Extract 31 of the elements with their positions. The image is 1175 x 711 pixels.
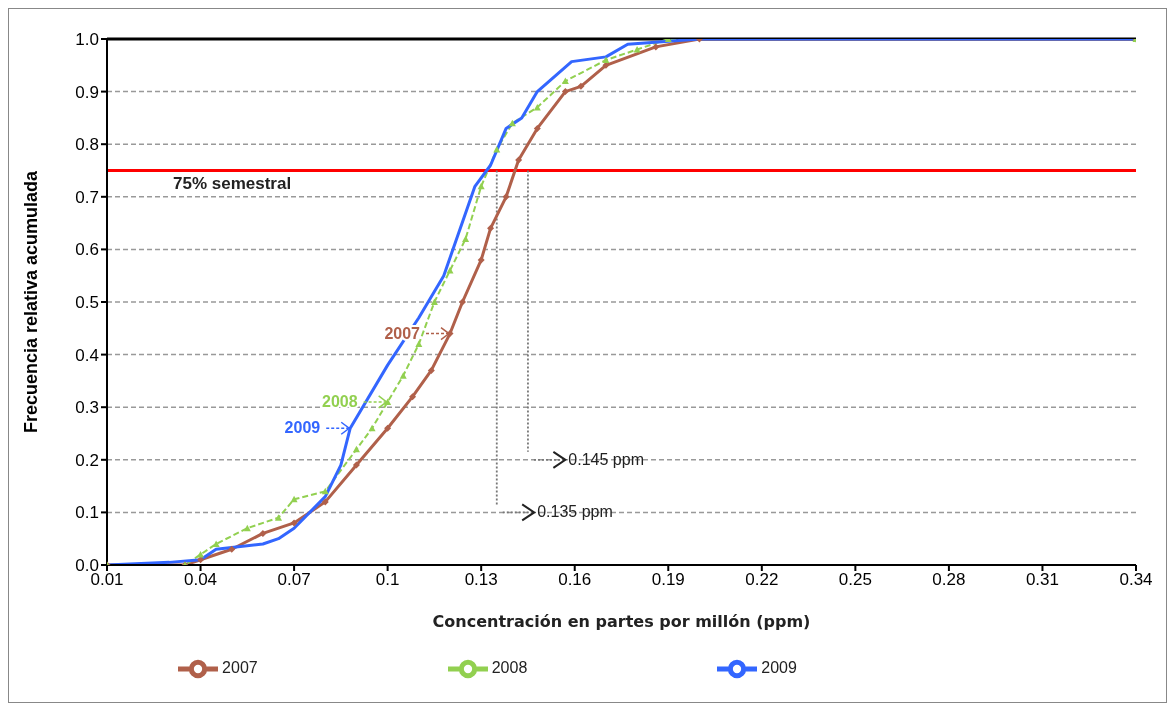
- x-tick-label: 0.25: [838, 570, 872, 590]
- x-tick-label: 0.13: [464, 570, 498, 590]
- x-tick-label: 0.19: [651, 570, 685, 590]
- x-tick-label: 0.07: [277, 570, 311, 590]
- ref-line-label: 0.135 ppm: [537, 503, 613, 521]
- y-tick-label: 0.6: [75, 240, 99, 260]
- ref-line-label: 0.145 ppm: [568, 450, 644, 468]
- x-tick-label: 0.22: [745, 570, 779, 590]
- x-axis-title: Concentración en partes por millón (ppm): [432, 612, 811, 631]
- x-tick-label: 0.28: [932, 570, 966, 590]
- y-tick-label: 0.7: [75, 187, 99, 207]
- legend-label: 2008: [491, 659, 528, 677]
- legend-label: 2007: [222, 659, 258, 677]
- x-tick-label: 0.1: [375, 570, 400, 590]
- y-tick-label: 0.3: [75, 398, 99, 418]
- annotation: 2009: [284, 419, 321, 437]
- legend-label: 2009: [761, 659, 797, 677]
- y-tick-label: 0.8: [75, 135, 99, 155]
- y-tick-label: 0.2: [75, 450, 99, 470]
- y-tick-label: 0.1: [75, 503, 99, 523]
- y-tick-label: 0.5: [75, 293, 99, 313]
- x-tick-label: 0.31: [1025, 570, 1059, 590]
- ref-line-label: 75% semestral: [173, 173, 292, 193]
- y-axis-title: Frecuencia relativa acumulada: [21, 169, 42, 434]
- annotation: 2008: [322, 392, 358, 410]
- x-tick-label: 0.04: [184, 570, 218, 590]
- y-tick-label: 0.4: [75, 345, 99, 365]
- y-tick-label: 1.0: [75, 30, 99, 50]
- x-tick-label: 0.34: [1119, 570, 1153, 590]
- y-tick-label: 0.9: [75, 82, 99, 102]
- x-tick-label: 0.16: [558, 570, 592, 590]
